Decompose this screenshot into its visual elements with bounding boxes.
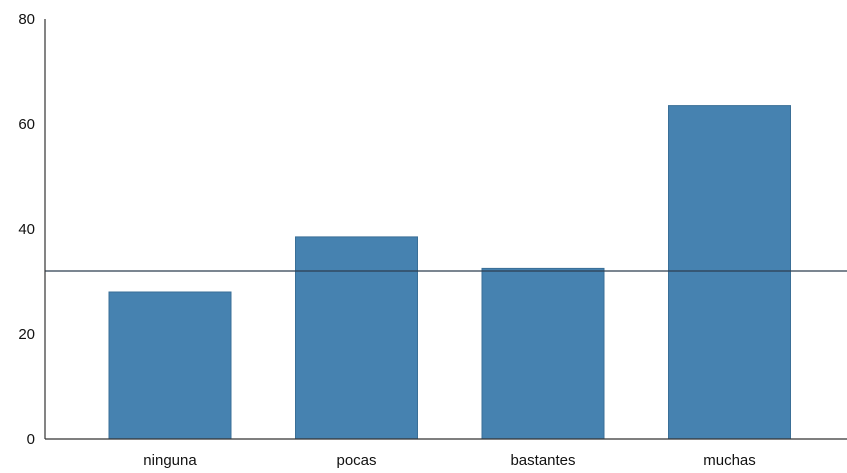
y-axis-ticks: 0 20 40 60 80 — [18, 11, 35, 448]
x-tick-label: bastantes — [510, 452, 575, 469]
bar-ninguna — [108, 291, 232, 440]
y-tick-label: 80 — [18, 11, 35, 28]
bar-pocas — [295, 236, 418, 440]
y-tick-label: 60 — [18, 116, 35, 133]
x-tick-label: ninguna — [143, 452, 197, 469]
x-tick-label: muchas — [703, 452, 756, 469]
x-axis-ticks: ninguna pocas bastantes muchas — [143, 452, 755, 469]
bar-muchas — [668, 105, 791, 440]
x-tick-label: pocas — [336, 452, 376, 469]
bar-bastantes — [481, 267, 605, 440]
y-tick-label: 0 — [27, 431, 35, 448]
y-tick-label: 20 — [18, 326, 35, 343]
bars-layer — [108, 105, 791, 440]
y-tick-label: 40 — [18, 221, 35, 238]
